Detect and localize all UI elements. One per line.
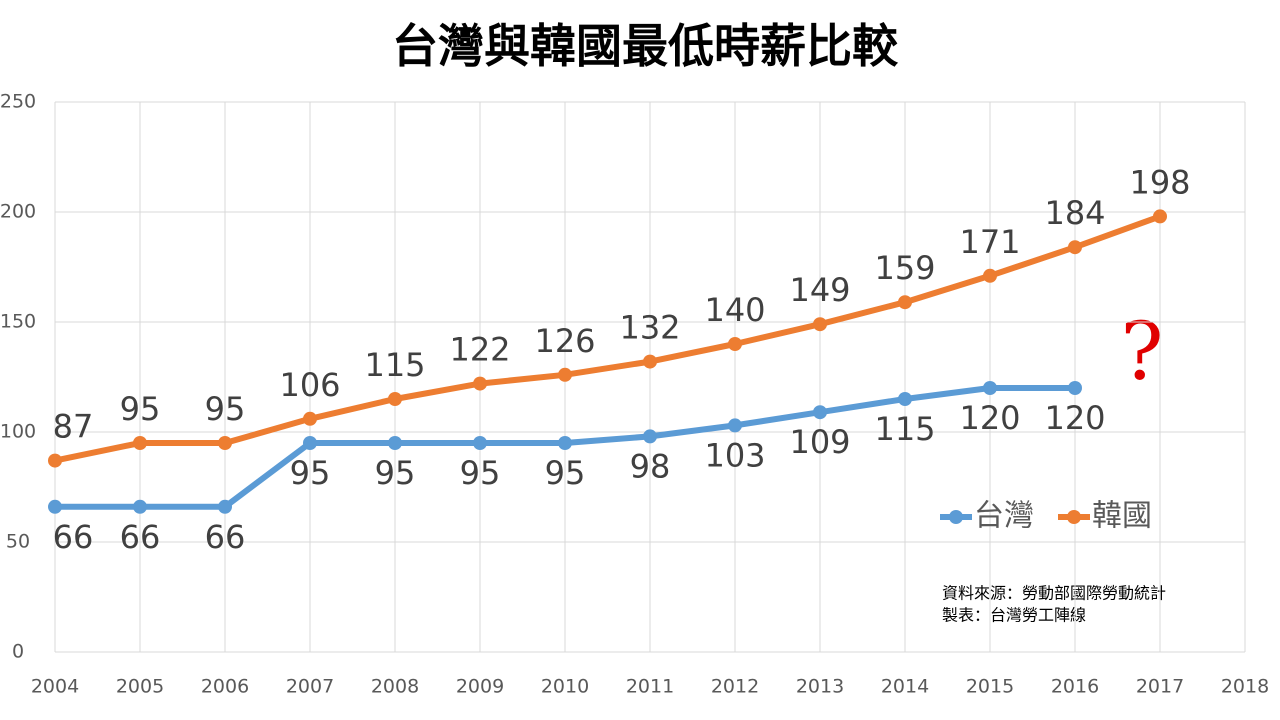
x-tick-label: 2014: [881, 676, 929, 698]
data-label: 198: [1129, 163, 1190, 201]
data-label: 95: [290, 454, 331, 492]
data-label: 159: [874, 249, 935, 287]
data-point: [728, 337, 742, 351]
x-tick-label: 2012: [711, 676, 759, 698]
data-point: [473, 436, 487, 450]
data-label: 95: [545, 454, 586, 492]
chart-title: 台灣與韓國最低時薪比較: [392, 19, 899, 73]
data-point: [643, 429, 657, 444]
data-point: [983, 381, 997, 395]
data-point: [558, 436, 572, 450]
data-label: 171: [959, 223, 1020, 261]
y-tick-label: 150: [0, 311, 36, 333]
legend-label: 台灣: [974, 499, 1034, 534]
data-label: 120: [1044, 399, 1105, 437]
data-label: 66: [205, 518, 246, 556]
data-point: [558, 367, 572, 382]
data-point: [813, 405, 827, 420]
data-point: [1068, 240, 1082, 255]
x-tick-label: 2013: [796, 676, 844, 698]
data-point: [643, 354, 657, 369]
x-tick-label: 2005: [116, 676, 164, 698]
y-tick-label: 200: [0, 201, 36, 223]
data-label: 122: [449, 331, 510, 369]
data-label: 132: [619, 309, 680, 347]
data-point: [728, 418, 742, 433]
y-tick-label: 250: [0, 91, 36, 113]
data-label: 184: [1044, 194, 1105, 232]
data-label: 106: [279, 366, 340, 404]
data-label: 95: [375, 454, 416, 492]
data-point: [133, 499, 147, 514]
data-label: 115: [364, 346, 425, 384]
data-label: 66: [53, 518, 94, 556]
x-tick-label: 2008: [371, 676, 419, 698]
data-label: 95: [205, 390, 246, 428]
data-point: [133, 436, 147, 450]
x-tick-label: 2015: [966, 676, 1014, 698]
x-tick-label: 2004: [31, 676, 79, 698]
series-line: [54, 213, 1162, 464]
data-point: [473, 376, 487, 391]
source-note: 資料來源：勞動部國際勞動統計: [942, 584, 1166, 603]
data-point: [48, 499, 62, 514]
data-point: [48, 453, 62, 468]
data-point: [303, 436, 317, 450]
data-label: 95: [120, 390, 161, 428]
data-label: 103: [704, 436, 765, 474]
x-tick-label: 2009: [456, 676, 504, 698]
y-tick-label: 0: [12, 641, 24, 663]
legend-label: 韓國: [1092, 499, 1152, 534]
x-tick-label: 2010: [541, 676, 589, 698]
legend-marker: [1067, 510, 1081, 524]
data-point: [1068, 381, 1082, 395]
y-tick-label: 50: [6, 531, 30, 553]
legend-marker: [949, 510, 963, 524]
y-tick-label: 100: [0, 421, 36, 443]
maker-note: 製表：台灣勞工陣線: [942, 606, 1086, 625]
data-label: 140: [704, 291, 765, 329]
data-point: [218, 499, 232, 514]
data-point: [388, 392, 402, 406]
x-tick-label: 2007: [286, 676, 334, 698]
data-point: [303, 411, 317, 426]
data-point: [388, 436, 402, 450]
x-tick-label: 2017: [1136, 676, 1184, 698]
data-label: 66: [120, 518, 161, 556]
data-label: 149: [789, 271, 850, 309]
x-tick-label: 2016: [1051, 676, 1099, 698]
data-label: 98: [630, 447, 671, 485]
data-point: [898, 295, 912, 310]
data-label: 109: [789, 423, 850, 461]
data-point: [218, 436, 232, 450]
question-mark: ?: [1121, 305, 1164, 398]
data-point: [1153, 209, 1167, 224]
data-point: [813, 317, 827, 332]
data-point: [898, 392, 912, 406]
x-tick-label: 2006: [201, 676, 249, 698]
data-label: 115: [874, 410, 935, 448]
data-label: 126: [534, 322, 595, 360]
data-label: 120: [959, 399, 1020, 437]
data-label: 87: [53, 408, 94, 446]
data-point: [983, 268, 997, 283]
data-label: 95: [460, 454, 501, 492]
x-tick-label: 2018: [1221, 676, 1269, 698]
x-tick-label: 2011: [626, 676, 674, 698]
